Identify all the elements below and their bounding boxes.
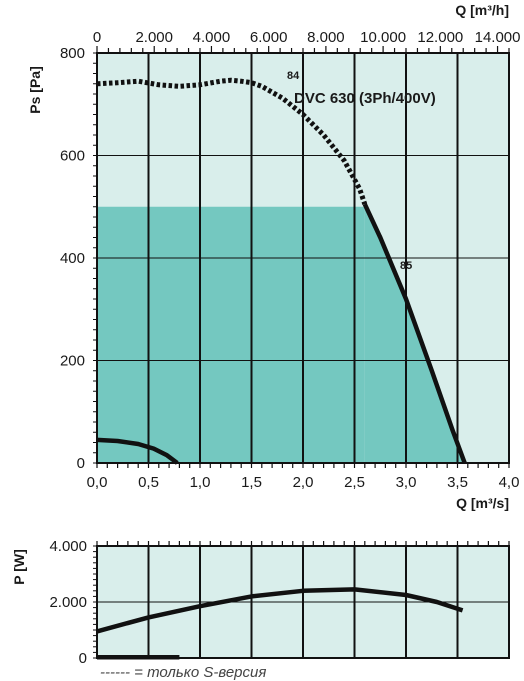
chart-title: DVC 630 (3Ph/400V): [294, 90, 436, 107]
x-tick-label: 3,5: [447, 474, 468, 491]
y-tick-label: 800: [60, 45, 85, 62]
x-tick-label: 1,5: [241, 474, 262, 491]
x2-tick-label: 6.000: [250, 29, 288, 46]
y-tick-label: 200: [60, 353, 85, 370]
x2-tick-label: 14.000: [475, 29, 521, 46]
x2-tick-label: 10.000: [360, 29, 406, 46]
x-tick-label: 3,0: [396, 474, 417, 491]
curve-series-1: [362, 203, 467, 464]
x2-tick-label: 4.000: [193, 29, 231, 46]
operating-region: [97, 206, 365, 463]
y-axis-label: Ps [Pa]: [27, 66, 43, 113]
x-axis-label: Q [m³/s]: [456, 495, 509, 511]
x-tick-label: 4,0: [499, 474, 520, 491]
x-tick-label: 1,0: [190, 474, 211, 491]
power-y-tick-label: 2.000: [49, 594, 87, 611]
legend-note: ------ = только S-версия: [100, 664, 266, 681]
curve-point-label: 85: [400, 260, 412, 272]
curve-series-2: [96, 437, 179, 465]
power-curve-0: [96, 587, 464, 634]
x2-tick-label: 12.000: [417, 29, 463, 46]
y-tick-label: 400: [60, 250, 85, 267]
y-tick-label: 600: [60, 148, 85, 165]
x-tick-label: 2,5: [344, 474, 365, 491]
y-tick-label: 0: [77, 455, 85, 472]
power-y-tick-label: 4.000: [49, 538, 87, 555]
x-tick-label: 0,5: [138, 474, 159, 491]
power-y-axis-label: P [W]: [11, 549, 27, 585]
x2-tick-label: 2.000: [135, 29, 173, 46]
curve-s-version: [96, 77, 368, 205]
x-tick-label: 0,0: [87, 474, 108, 491]
x2-tick-label: 8.000: [307, 29, 345, 46]
x-tick-label: 2,0: [293, 474, 314, 491]
x2-axis-label: Q [m³/h]: [455, 2, 509, 18]
x2-tick-label: 0: [93, 29, 101, 46]
power-y-tick-label: 0: [79, 650, 87, 667]
curve-point-label: 84: [287, 70, 300, 82]
